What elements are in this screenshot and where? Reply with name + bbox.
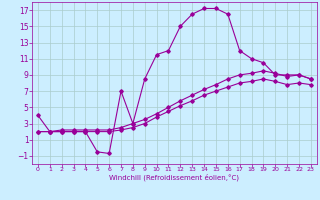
X-axis label: Windchill (Refroidissement éolien,°C): Windchill (Refroidissement éolien,°C) [109, 174, 239, 181]
